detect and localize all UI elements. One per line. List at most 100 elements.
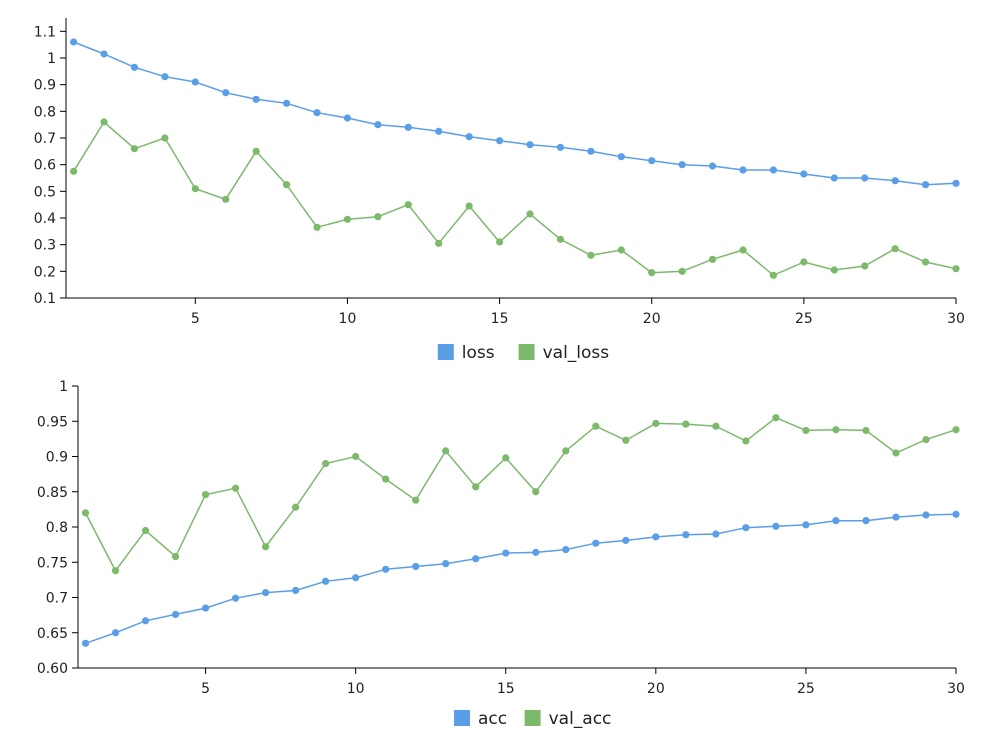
data-point-acc[interactable] [262,588,270,597]
data-point-val_acc[interactable] [622,436,630,444]
data-point-acc[interactable] [111,629,120,637]
data-point-val_loss[interactable] [678,267,686,275]
data-point-acc[interactable] [81,639,90,647]
data-point-val_acc[interactable] [502,454,510,462]
legend-label-loss[interactable]: loss [462,343,495,363]
data-point-val_loss[interactable] [100,118,108,126]
data-point-loss[interactable] [678,161,686,169]
data-point-val_acc[interactable] [742,437,750,445]
data-point-acc[interactable] [622,536,630,544]
data-point-val_loss[interactable] [222,195,230,203]
data-point-loss[interactable] [70,38,78,46]
data-point-val_loss[interactable] [587,251,595,259]
data-point-acc[interactable] [952,510,960,518]
legend-label-val_loss[interactable]: val_loss [543,343,610,363]
data-point-acc[interactable] [231,594,240,602]
data-point-val_acc[interactable] [712,422,720,430]
data-point-loss[interactable] [587,147,595,155]
data-point-val_loss[interactable] [648,269,656,277]
data-point-loss[interactable] [465,133,473,141]
data-point-loss[interactable] [921,181,930,189]
data-point-val_loss[interactable] [404,201,412,209]
data-point-acc[interactable] [562,545,570,554]
data-point-loss[interactable] [708,162,717,170]
data-point-val_loss[interactable] [526,210,534,218]
data-point-loss[interactable] [617,153,625,161]
data-point-val_loss[interactable] [343,215,352,223]
data-point-loss[interactable] [374,121,382,129]
data-point-acc[interactable] [802,521,810,529]
data-point-acc[interactable] [742,524,750,532]
legend-swatch-val_acc[interactable] [524,710,541,726]
data-point-acc[interactable] [322,577,330,585]
data-point-val_loss[interactable] [374,213,382,221]
data-point-val_acc[interactable] [382,475,390,483]
data-point-acc[interactable] [652,533,660,541]
data-point-val_acc[interactable] [141,526,150,535]
data-point-loss[interactable] [495,137,504,145]
data-point-val_loss[interactable] [191,185,199,193]
data-point-val_acc[interactable] [922,435,930,444]
data-point-loss[interactable] [130,63,139,71]
data-point-val_acc[interactable] [81,509,90,517]
data-point-loss[interactable] [313,109,321,117]
data-point-acc[interactable] [352,574,360,582]
data-point-val_loss[interactable] [252,147,260,155]
data-point-val_acc[interactable] [562,447,570,455]
data-point-acc[interactable] [382,565,390,573]
data-point-loss[interactable] [891,177,899,185]
data-point-loss[interactable] [800,170,808,178]
data-point-val_loss[interactable] [708,255,717,263]
data-point-val_loss[interactable] [435,239,443,247]
data-point-acc[interactable] [862,517,870,525]
data-point-loss[interactable] [191,78,199,86]
data-point-val_acc[interactable] [652,419,660,427]
data-point-val_loss[interactable] [313,223,321,231]
data-point-loss[interactable] [861,174,869,182]
data-point-val_acc[interactable] [472,483,480,491]
data-point-acc[interactable] [772,522,780,530]
data-point-acc[interactable] [442,560,450,568]
legend-swatch-loss[interactable] [437,344,454,360]
data-point-val_acc[interactable] [832,426,840,434]
data-point-val_loss[interactable] [130,145,139,153]
data-point-val_acc[interactable] [892,449,900,457]
data-point-val_loss[interactable] [952,265,960,273]
data-point-val_loss[interactable] [861,262,869,270]
data-point-acc[interactable] [832,517,840,525]
data-point-val_acc[interactable] [322,459,330,468]
data-point-acc[interactable] [682,531,690,539]
data-point-loss[interactable] [282,99,291,107]
data-point-acc[interactable] [292,586,300,595]
data-point-val_loss[interactable] [282,181,291,189]
legend-swatch-val_loss[interactable] [518,344,535,360]
data-point-val_loss[interactable] [70,167,78,175]
data-point-val_acc[interactable] [592,422,600,430]
data-point-loss[interactable] [739,166,747,174]
data-point-val_acc[interactable] [532,488,540,496]
data-point-loss[interactable] [222,89,230,97]
data-point-acc[interactable] [141,617,150,625]
data-point-val_acc[interactable] [682,420,690,428]
data-point-val_acc[interactable] [772,414,780,422]
data-point-val_loss[interactable] [465,202,473,210]
data-point-val_loss[interactable] [739,246,747,254]
data-point-acc[interactable] [472,555,480,563]
data-point-val_acc[interactable] [262,543,270,551]
data-point-val_acc[interactable] [231,484,240,492]
data-point-val_loss[interactable] [891,245,899,253]
data-point-val_acc[interactable] [412,496,420,504]
data-point-loss[interactable] [648,157,656,165]
data-point-acc[interactable] [892,513,900,521]
data-point-val_acc[interactable] [862,426,870,435]
data-point-val_acc[interactable] [442,447,450,455]
data-point-acc[interactable] [922,511,930,519]
legend-label-val_acc[interactable]: val_acc [549,709,612,729]
data-point-val_loss[interactable] [161,134,169,142]
data-point-loss[interactable] [404,123,412,131]
data-point-val_acc[interactable] [802,426,810,435]
data-point-acc[interactable] [712,530,720,538]
data-point-val_acc[interactable] [201,490,210,499]
legend-swatch-acc[interactable] [454,710,470,726]
data-point-val_loss[interactable] [769,271,778,279]
